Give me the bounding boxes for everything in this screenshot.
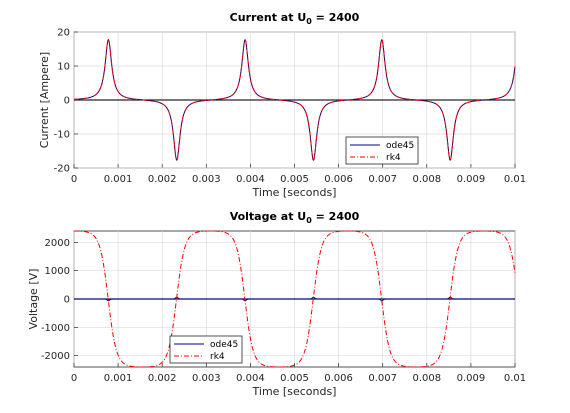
voltage-legend-rk4-label: rk4 xyxy=(210,352,225,362)
voltage-x-tick-label: 0.01 xyxy=(504,373,526,384)
voltage-legend-ode45-label: ode45 xyxy=(210,340,238,350)
voltage-x-tick-label: 0.001 xyxy=(104,373,133,384)
voltage-y-tick-labels: -2000 -1000 0 1000 2000 xyxy=(41,238,70,362)
voltage-y-axis-label: Voltage [V] xyxy=(27,269,40,330)
voltage-y-tick-label: -1000 xyxy=(41,323,70,334)
current-y-tick-label: 0 xyxy=(64,96,70,107)
voltage-y-tick-label: 1000 xyxy=(45,266,70,277)
current-legend-ode45-label: ode45 xyxy=(386,141,414,151)
current-y-tick-labels: -20 -10 0 10 20 xyxy=(54,28,70,175)
current-x-tick-label: 0.01 xyxy=(504,174,526,185)
voltage-y-tick-label: 2000 xyxy=(45,238,70,249)
current-x-tick-label: 0.005 xyxy=(280,174,309,185)
current-legend: ode45 rk4 xyxy=(346,137,418,164)
voltage-x-tick-label: 0.003 xyxy=(192,373,221,384)
current-x-tick-label: 0.008 xyxy=(412,174,441,185)
current-x-tick-label: 0 xyxy=(71,174,77,185)
voltage-x-tick-label: 0.005 xyxy=(280,373,309,384)
voltage-x-tick-label: 0.007 xyxy=(368,373,397,384)
voltage-legend: ode45 rk4 xyxy=(170,336,242,363)
current-x-tick-label: 0.003 xyxy=(192,174,221,185)
current-y-axis-label: Current [Ampere] xyxy=(38,52,51,148)
voltage-x-tick-label: 0.009 xyxy=(457,373,486,384)
current-x-tick-label: 0.004 xyxy=(236,174,265,185)
current-x-tick-label: 0.007 xyxy=(368,174,397,185)
voltage-y-tick-label: 0 xyxy=(64,295,70,306)
current-y-tick-label: -10 xyxy=(54,130,70,141)
voltage-subplot: 0 0.001 0.002 0.003 0.004 0.005 0.006 0.007 0.00… xyxy=(27,210,526,398)
voltage-x-tick-label: 0.004 xyxy=(236,373,265,384)
voltage-x-tick-label: 0.006 xyxy=(324,373,353,384)
current-subplot: 0 0.001 0.002 0.003 0.004 0.005 0.006 0.007 0.00… xyxy=(38,11,526,199)
current-x-tick-label: 0.001 xyxy=(104,174,133,185)
voltage-x-axis-label: Time [seconds] xyxy=(252,385,337,398)
voltage-x-tick-label: 0.008 xyxy=(412,373,441,384)
current-x-tick-label: 0.009 xyxy=(457,174,486,185)
current-y-tick-label: 10 xyxy=(57,62,70,73)
voltage-chart-title: Voltage at U0 = 2400 xyxy=(230,210,360,225)
current-y-tick-label: 20 xyxy=(57,28,70,39)
current-chart-title: Current at U0 = 2400 xyxy=(230,11,360,26)
voltage-x-tick-labels: 0 0.001 0.002 0.003 0.004 0.005 0.006 0.007 0.00… xyxy=(71,373,526,384)
voltage-x-tick-label: 0.002 xyxy=(148,373,177,384)
current-legend-rk4-label: rk4 xyxy=(386,153,401,163)
current-x-axis-label: Time [seconds] xyxy=(252,186,337,199)
current-x-tick-label: 0.002 xyxy=(148,174,177,185)
current-y-tick-label: -20 xyxy=(54,164,70,175)
current-x-tick-label: 0.006 xyxy=(324,174,353,185)
voltage-x-tick-label: 0 xyxy=(71,373,77,384)
voltage-y-tick-label: -2000 xyxy=(41,351,70,362)
current-x-tick-labels: 0 0.001 0.002 0.003 0.004 0.005 0.006 0.007 0.00… xyxy=(71,174,526,185)
